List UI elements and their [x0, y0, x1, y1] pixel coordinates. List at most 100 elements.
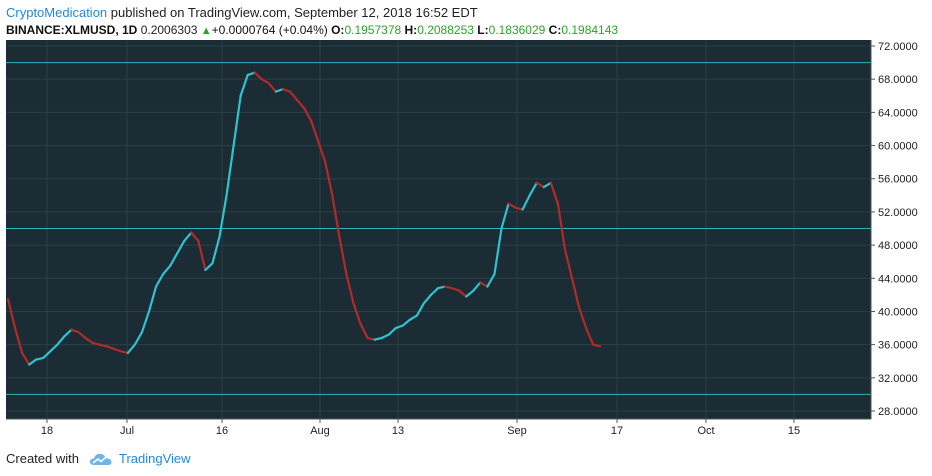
series-segment — [119, 350, 129, 355]
series-segment — [21, 351, 31, 366]
series-segment — [98, 343, 108, 348]
series-segment — [521, 194, 531, 211]
high-label: H: — [404, 23, 418, 37]
series-segment — [373, 336, 383, 341]
series-segment — [42, 350, 52, 360]
chart-area[interactable]: 72.0000 68.0000 64.0000 60.0000 56.0000 52.00… — [0, 40, 932, 440]
series-segment — [507, 202, 517, 209]
series-segment — [140, 310, 151, 334]
footer: Created with TradingView — [0, 441, 932, 476]
series-segment — [324, 161, 334, 197]
series-segment — [387, 326, 397, 336]
series-segment — [592, 343, 602, 348]
series-segment — [458, 289, 468, 298]
series-segment — [295, 98, 306, 110]
series-segment — [380, 333, 390, 340]
series-segment — [267, 82, 277, 93]
series-segment — [288, 90, 299, 102]
series-segment — [84, 336, 94, 345]
series-segment — [35, 356, 45, 361]
price-axis-label: 28.0000 — [878, 406, 918, 418]
publish-header: CryptoMedication published on TradingVie… — [6, 4, 926, 21]
series-segment — [408, 314, 418, 321]
series-segment — [465, 289, 475, 298]
symbol-info-line: BINANCE:XLMUSD, 1D 0.2006303 ▲+0.0000764… — [6, 22, 618, 39]
series-segment — [190, 231, 200, 243]
series-segment — [204, 262, 214, 272]
series-segment — [183, 231, 193, 243]
series-segment — [310, 119, 320, 143]
price-axis-label: 64.0000 — [878, 107, 918, 119]
indicator-chart[interactable]: 72.0000 68.0000 64.0000 60.0000 56.0000 52.00… — [0, 40, 932, 440]
series-segment — [63, 328, 73, 338]
series-segment — [436, 285, 447, 290]
series-segment — [232, 94, 242, 147]
series-segment — [303, 107, 313, 122]
time-axis-label: Jul — [120, 425, 134, 437]
series-segment — [486, 273, 496, 288]
series-segment — [147, 285, 158, 313]
low-label: L: — [477, 23, 489, 37]
series-segment — [577, 306, 588, 330]
series-segment — [366, 336, 376, 341]
time-axis-label: 16 — [216, 425, 228, 437]
low-value: 0.1836029 — [488, 23, 546, 37]
price-axis-label: 52.0000 — [878, 207, 918, 219]
open-value: 0.1957378 — [344, 23, 402, 37]
series-segment — [126, 343, 136, 355]
series-segment — [472, 281, 482, 292]
series-segment — [260, 78, 270, 85]
series-segment — [28, 358, 38, 366]
series-segment — [479, 281, 489, 288]
price-change: +0.0000764 (+0.04%) — [211, 23, 328, 37]
series-segment — [451, 287, 461, 292]
series-segment — [13, 326, 24, 355]
series-segment — [352, 302, 362, 325]
series-segment — [274, 88, 285, 93]
series-segment — [246, 71, 256, 77]
series-segment — [345, 273, 355, 305]
series-segment — [549, 181, 560, 205]
series-segment — [253, 71, 263, 81]
series-segment — [584, 326, 595, 346]
price-axis-label: 40.0000 — [878, 306, 918, 318]
time-axis-label: Aug — [310, 425, 330, 437]
series-segment — [359, 322, 369, 340]
series-segment — [556, 202, 567, 251]
price-axis-label: 60.0000 — [878, 141, 918, 153]
time-axis-label: Sep — [507, 425, 527, 437]
series-segment — [394, 324, 404, 330]
last-price: 0.2006303 — [140, 23, 198, 37]
price-axis-label: 72.0000 — [878, 41, 918, 53]
series-segment — [535, 181, 545, 189]
price-axis-label: 44.0000 — [878, 273, 918, 285]
price-axis-label: 48.0000 — [878, 240, 918, 252]
time-axis-label: 13 — [392, 425, 404, 437]
series-segment — [500, 202, 510, 230]
price-axis-label: 56.0000 — [878, 174, 918, 186]
up-arrow-icon: ▲ — [200, 25, 212, 37]
author-link[interactable]: CryptoMedication — [6, 5, 108, 20]
series-segment — [218, 194, 228, 238]
close-label: C: — [548, 23, 562, 37]
series-segment — [112, 347, 122, 353]
series-segment — [317, 140, 327, 164]
series-segment — [239, 73, 249, 97]
close-value: 0.1984143 — [561, 23, 619, 37]
series-segment — [444, 285, 454, 290]
series-segment — [542, 181, 552, 189]
series-segment — [176, 239, 186, 255]
high-value: 0.2088253 — [417, 23, 474, 37]
symbol-name[interactable]: BINANCE:XLMUSD, 1D — [6, 23, 138, 37]
series-segment — [77, 331, 87, 340]
series-segment — [331, 194, 341, 238]
published-text: published on TradingView.com, September … — [110, 5, 478, 20]
price-axis-label: 32.0000 — [878, 373, 918, 385]
tradingview-brand-link[interactable]: TradingView — [118, 451, 191, 466]
series-segment — [169, 252, 179, 267]
series-segment — [6, 297, 17, 330]
series-segment — [49, 343, 59, 353]
tradingview-logo-icon[interactable] — [89, 452, 113, 466]
series-segment — [70, 328, 80, 334]
price-axis-label: 36.0000 — [878, 340, 918, 352]
